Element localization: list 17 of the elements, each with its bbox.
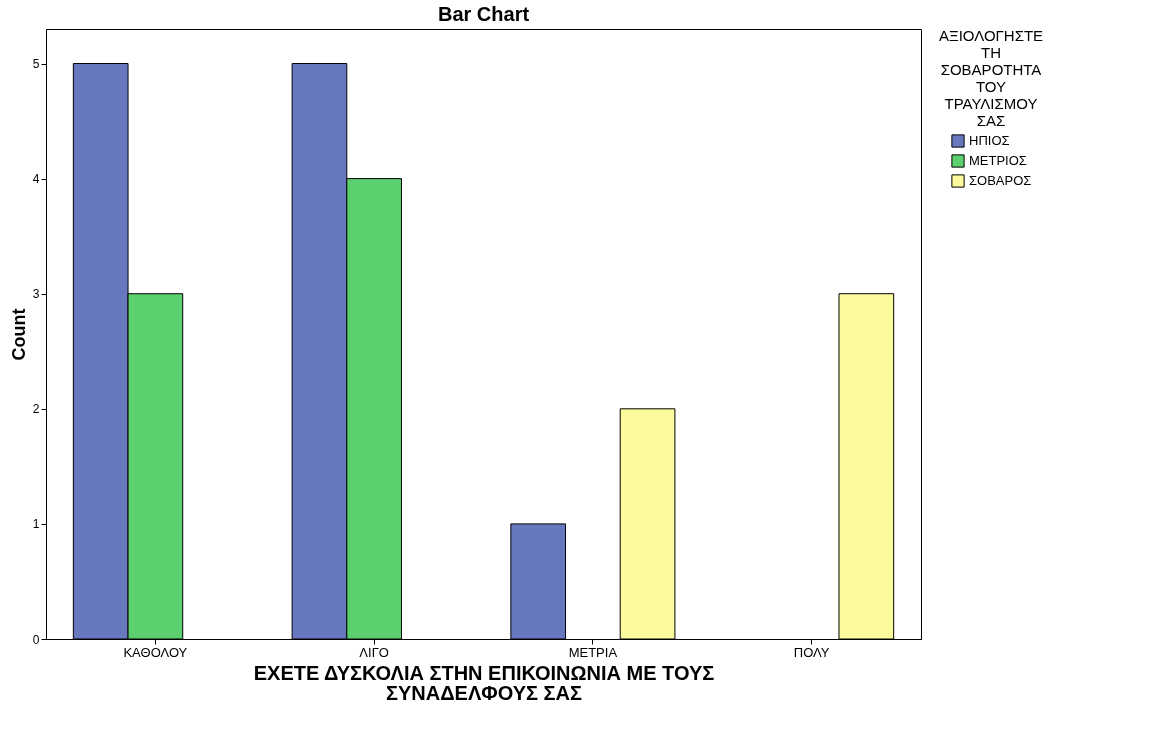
chart-title: Bar Chart (437, 3, 530, 25)
x-axis-title: ΕΧΕΤΕ ΔΥΣΚΟΛΙΑ ΣΤΗΝ ΕΠΙΚΟΙΝΩΝΙΑ ΜΕ ΤΟΥΣ ΣΥΝΑΔΕΛΦΟΥΣ ΣΑΣ (253, 661, 715, 704)
legend-label: ΜΕΤΡΙΟΣ (969, 153, 1027, 168)
x-tick-label: ΠΟΛΥ (793, 644, 830, 660)
y-tick-label: 0 (32, 632, 40, 647)
y-tick-label: 3 (32, 287, 40, 302)
y-tick-label: 5 (32, 57, 40, 72)
x-tick-label: ΜΕΤΡΙΑ (568, 644, 618, 660)
y-tick-label: 2 (32, 402, 40, 417)
y-axis-title: Count (8, 308, 29, 361)
x-tick-label: ΛΙΓΟ (359, 644, 389, 660)
legend-label: ΗΠΙΟΣ (969, 133, 1010, 148)
y-tick-label: 4 (32, 172, 40, 187)
legend-title: ΑΞΙΟΛΟΓΗΣΤΕ ΤΗ ΣΟΒΑΡΟΤΗΤΑ ΤΟΥ ΤΡΑΥΛΙΣΜΟΥ ΣΑΣ (938, 27, 1044, 129)
x-tick-label: ΚΑΘΟΛΟΥ (123, 644, 188, 660)
legend-label: ΣΟΒΑΡΟΣ (969, 173, 1032, 188)
y-tick-label: 1 (32, 517, 40, 532)
